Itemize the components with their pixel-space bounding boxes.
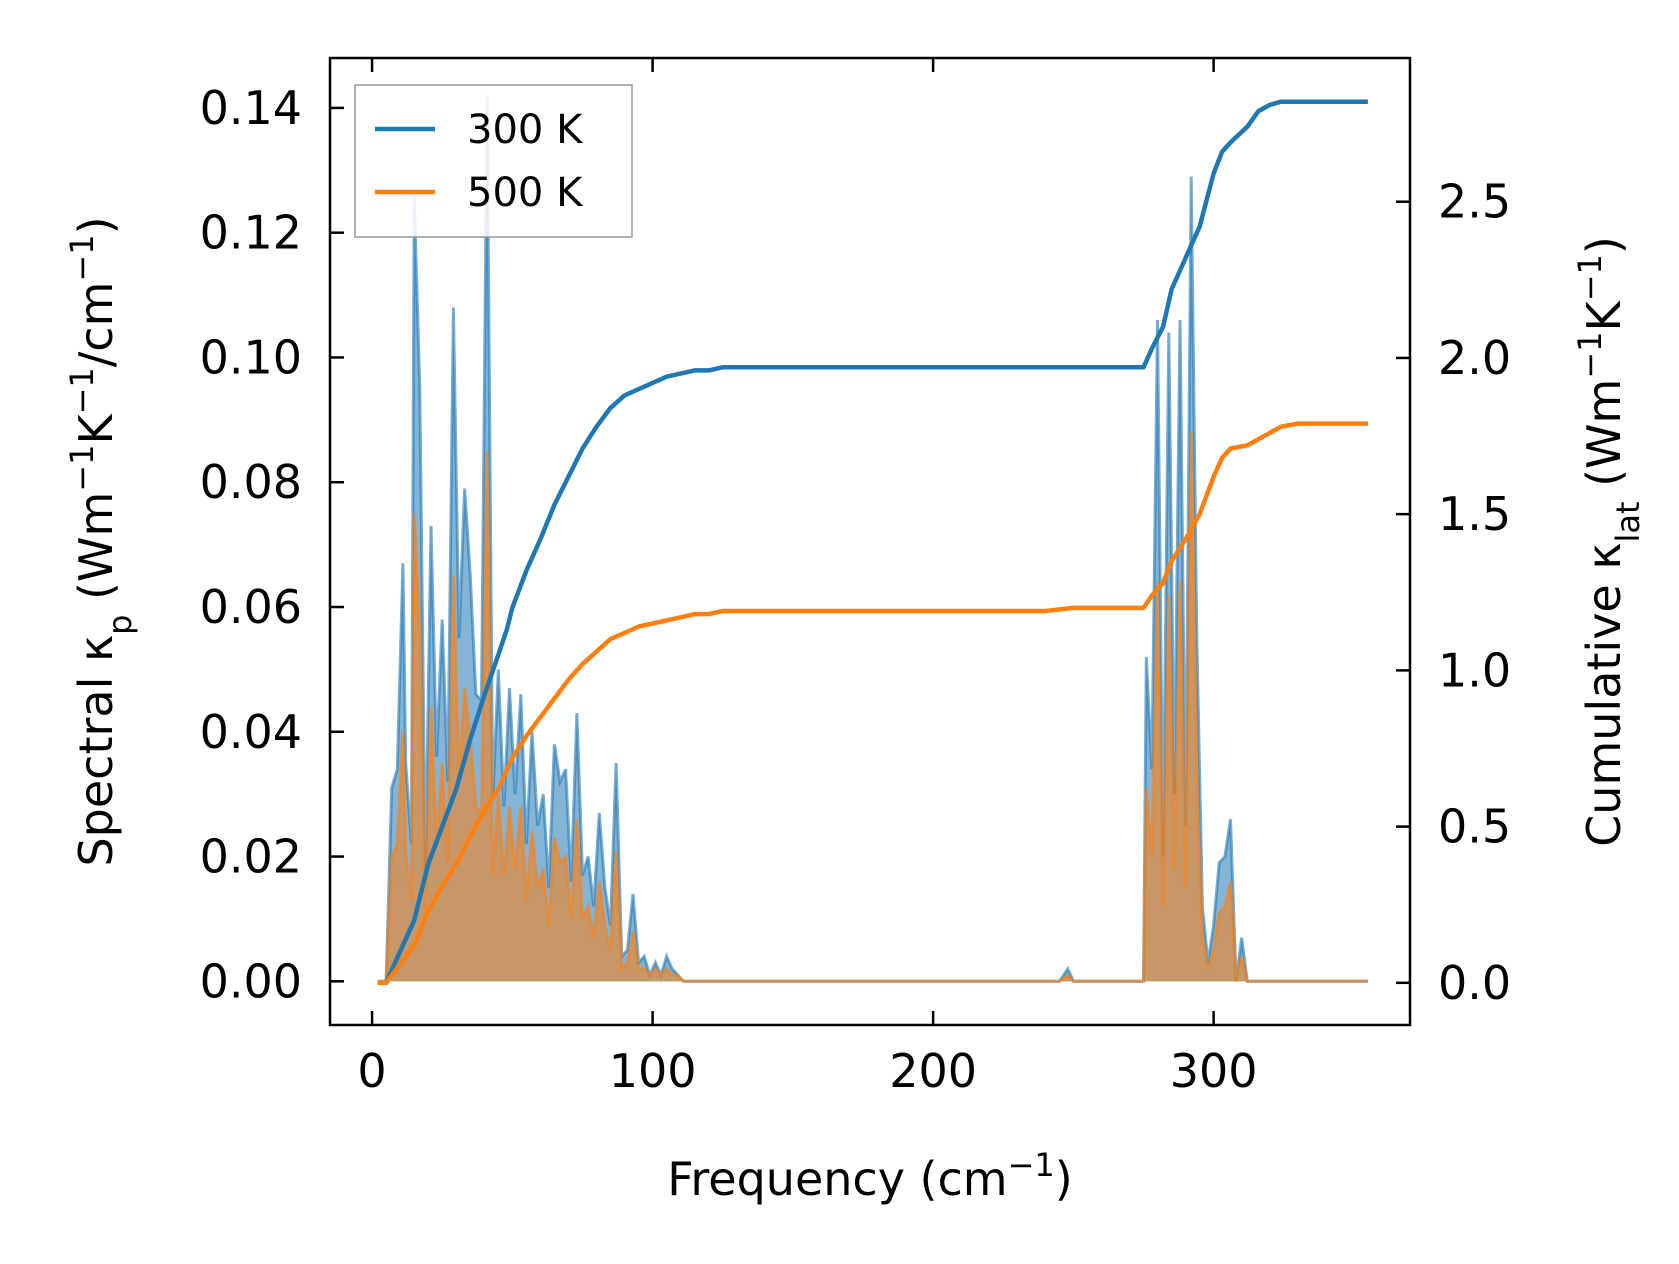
y-right-tick-label: 0.5 [1438,800,1511,854]
y-left-tick-label: 0.10 [200,330,302,384]
cumulative-line-500-k [377,421,1368,986]
plot-area [377,95,1368,986]
plot-frame [328,56,1412,1027]
y-right-tick-label: 1.0 [1438,643,1511,697]
y-left-tick-label: 0.00 [200,954,302,1008]
spectral-line-300-k [377,95,1368,983]
y-right-tick-label: 1.5 [1438,487,1511,541]
y-left-tick-label: 0.06 [200,580,302,634]
x-axis-label: Frequency (cm−1) [667,1146,1072,1206]
legend-label: 500 K [467,170,584,216]
y-left-axis-label: Spectral κp (Wm−1K−1/cm−1) [63,216,139,866]
legend: 300 K 500 K [354,84,633,238]
x-tick-label: 300 [1170,1044,1258,1098]
y-left-tick-label: 0.08 [200,455,302,509]
x-tick-label: 100 [609,1044,697,1098]
y-right-tick-label: 2.5 [1438,175,1511,229]
legend-label: 300 K [467,107,584,153]
x-tick-label: 200 [889,1044,977,1098]
cumulative-line-300-k [377,99,1368,986]
y-right-axis-label: Cumulative κlat (Wm−1K−1) [1571,236,1647,847]
y-right-tick-label: 0.0 [1438,956,1511,1010]
axes: 0 100 200 300 0.00 0.02 0.04 0.06 0.08 0.10 0.12 0.… [63,56,1647,1206]
y-left-tick-label: 0.04 [200,705,302,759]
x-tick-label: 0 [357,1044,386,1098]
y-right-tick-label: 2.0 [1438,331,1511,385]
y-left-tick-label: 0.12 [200,206,302,260]
y-left-tick-label: 0.14 [200,81,302,135]
legend-box [354,84,633,238]
y-left-tick-label: 0.02 [200,830,302,884]
spectral-line-500-k [377,432,1368,983]
